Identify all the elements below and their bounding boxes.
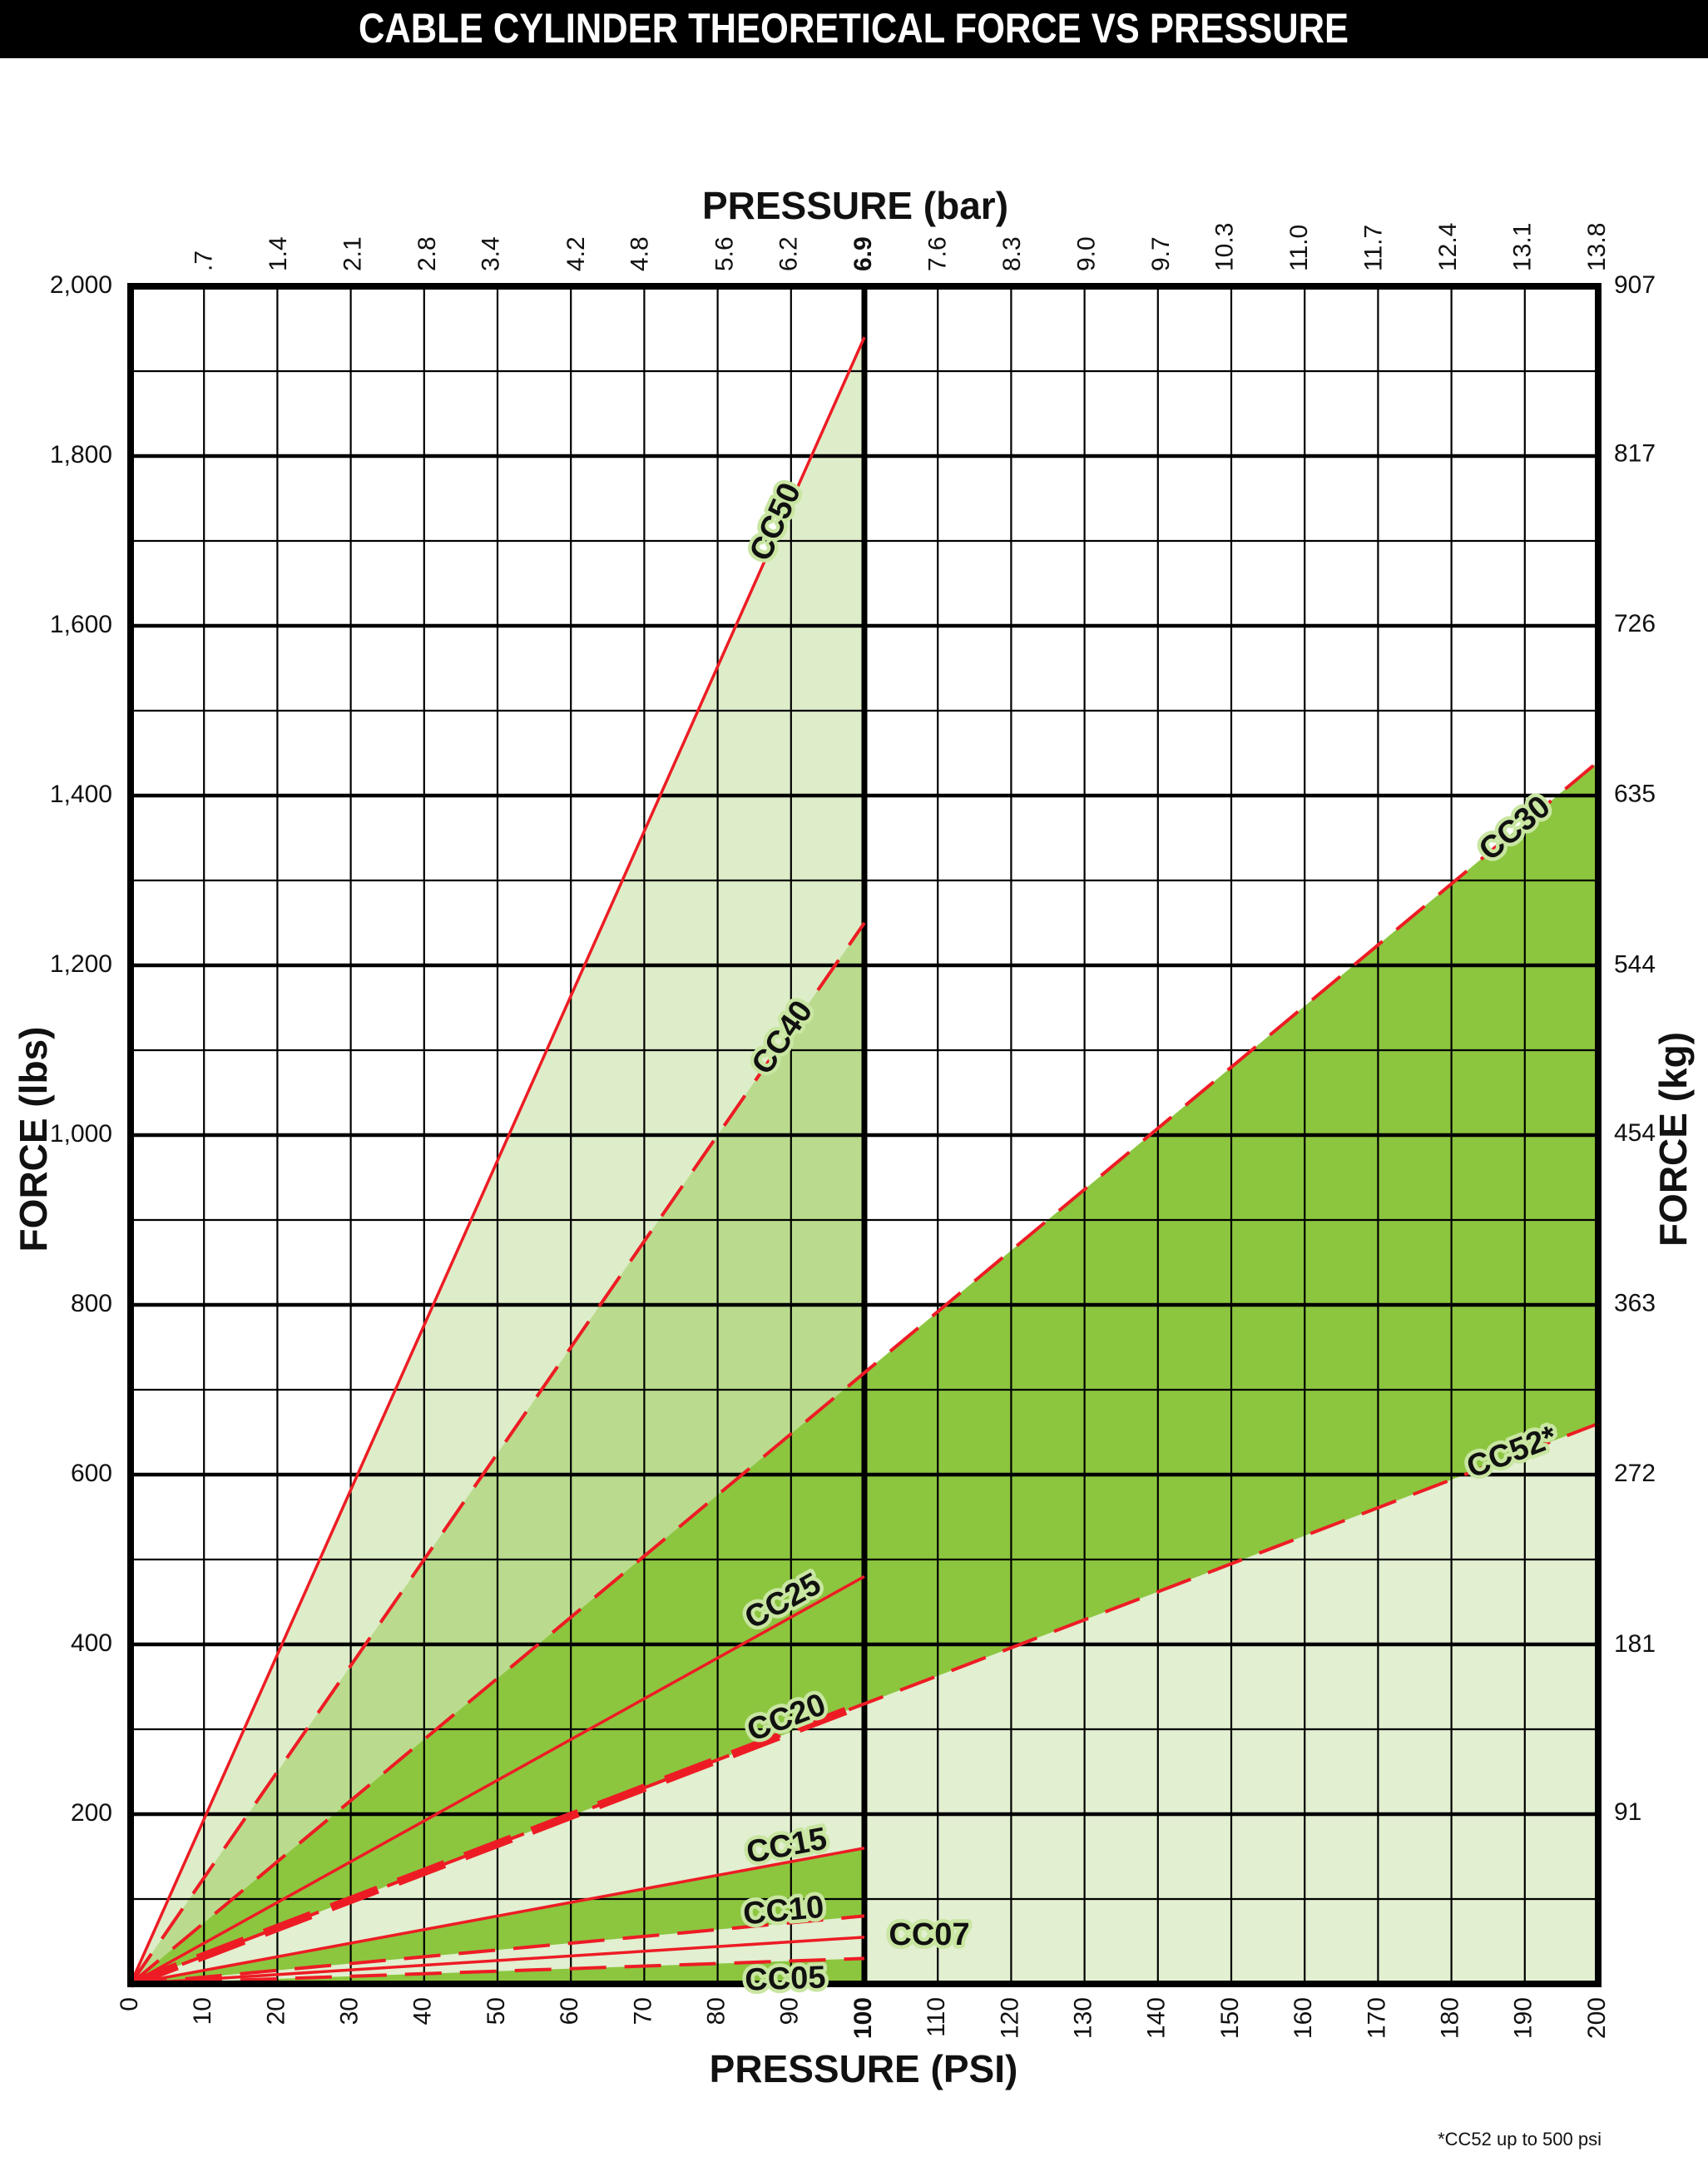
y-tick-label: 400 (71, 1629, 112, 1657)
x2-tick-label: 9.0 (1072, 236, 1100, 271)
y2-tick-label: 544 (1614, 950, 1656, 978)
x2-axis-title: PRESSURE (bar) (702, 184, 1008, 227)
x-tick-label: 110 (923, 1997, 950, 2037)
series-label: CC07 (889, 1917, 969, 1952)
x-tick-label: 70 (629, 1997, 656, 2025)
series-line (130, 1847, 865, 1986)
x2-tick-label: 10.3 (1211, 223, 1239, 271)
x-tick-label: 130 (1070, 1997, 1097, 2039)
y-tick-label: 1,600 (50, 611, 112, 638)
x-tick-label: 50 (483, 1997, 510, 2025)
x2-tick-label: 2.8 (413, 236, 441, 271)
series-line (129, 921, 866, 1986)
series-line (129, 336, 866, 1985)
series-line (130, 1936, 865, 1986)
y-tick-label: 1,400 (50, 781, 112, 808)
y2-tick-label: 635 (1614, 781, 1656, 808)
y2-tick-label: 272 (1614, 1460, 1656, 1487)
x2-tick-label: 6.9 (849, 236, 877, 271)
x-tick-label: 170 (1363, 1997, 1390, 2039)
series-line (130, 1574, 865, 1986)
series-label: CC05 (745, 1960, 827, 1997)
x-tick-label: 30 (336, 1997, 364, 2025)
x2-tick-label: 1.4 (265, 236, 292, 271)
x2-tick-label: 13.8 (1583, 223, 1611, 271)
x-tick-label: 120 (996, 1997, 1023, 2039)
series-line (130, 1421, 1599, 1986)
x-tick-label: 0 (116, 1997, 143, 2011)
x-tick-label: 90 (776, 1997, 804, 2025)
x-tick-label: 180 (1437, 1997, 1464, 2039)
plot-border (127, 283, 1602, 1987)
x-tick-label: 10 (189, 1997, 216, 2025)
series-line (129, 760, 1600, 1986)
x-tick-label: 160 (1290, 1997, 1317, 2039)
x2-tick-label: 6.2 (775, 236, 802, 271)
x-tick-label: 60 (556, 1997, 583, 2025)
x-tick-label: 80 (703, 1997, 730, 2025)
x2-tick-label: 2.1 (339, 236, 366, 271)
x-tick-label: 150 (1216, 1997, 1244, 2039)
x2-tick-label: 11.7 (1359, 225, 1387, 271)
x2-tick-label: 8.3 (998, 236, 1026, 271)
y-tick-label: 2,000 (50, 271, 112, 299)
footnote: *CC52 up to 500 psi (1438, 2129, 1602, 2150)
y-tick-label: 1,800 (50, 441, 112, 469)
y-tick-label: 800 (71, 1290, 112, 1317)
series-line (129, 1699, 866, 1988)
series-line (130, 1914, 865, 1986)
y2-tick-label: 181 (1614, 1630, 1656, 1658)
x-axis-title: PRESSURE (PSI) (710, 2047, 1018, 2090)
x2-tick-label: 4.2 (562, 236, 590, 271)
x2-tick-label: 12.4 (1434, 223, 1462, 271)
x2-tick-label: .7 (190, 250, 217, 271)
x2-tick-label: 5.6 (711, 236, 739, 271)
x2-tick-label: 9.7 (1147, 236, 1175, 271)
x-tick-label: 200 (1583, 1997, 1611, 2039)
y2-axis-title: FORCE (kg) (1651, 1032, 1695, 1247)
series-label: CC10 (742, 1890, 826, 1932)
y-tick-label: 200 (71, 1799, 112, 1827)
series-line (130, 1956, 865, 1986)
x-tick-label: 100 (849, 1997, 877, 2039)
y2-tick-label: 454 (1614, 1119, 1656, 1147)
y2-tick-label: 91 (1614, 1798, 1641, 1826)
y2-tick-label: 363 (1614, 1289, 1656, 1317)
x-tick-label: 40 (409, 1997, 437, 2025)
chart-title: CABLE CYLINDER THEORETICAL FORCE VS PRES… (359, 5, 1349, 52)
y2-tick-label: 907 (1614, 271, 1656, 299)
x-tick-label: 20 (262, 1997, 290, 2025)
y2-tick-label: 726 (1614, 610, 1656, 637)
x-tick-label: 140 (1143, 1997, 1171, 2039)
x2-tick-label: 11.0 (1285, 225, 1313, 271)
title-bar (0, 0, 1708, 58)
x-tick-label: 190 (1510, 1997, 1537, 2039)
y-tick-label: 1,000 (50, 1120, 112, 1148)
y-axis-title: FORCE (lbs) (12, 1027, 55, 1252)
y-tick-label: 1,200 (50, 950, 112, 978)
x2-tick-label: 13.1 (1508, 223, 1536, 271)
x2-tick-label: 7.6 (923, 236, 951, 271)
x2-tick-label: 3.4 (478, 236, 505, 271)
x2-tick-label: 4.8 (626, 236, 653, 271)
y-tick-label: 600 (71, 1460, 112, 1487)
y2-tick-label: 817 (1614, 439, 1656, 467)
